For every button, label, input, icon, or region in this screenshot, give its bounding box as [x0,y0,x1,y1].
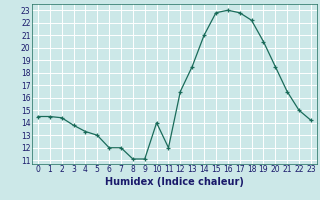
X-axis label: Humidex (Indice chaleur): Humidex (Indice chaleur) [105,177,244,187]
